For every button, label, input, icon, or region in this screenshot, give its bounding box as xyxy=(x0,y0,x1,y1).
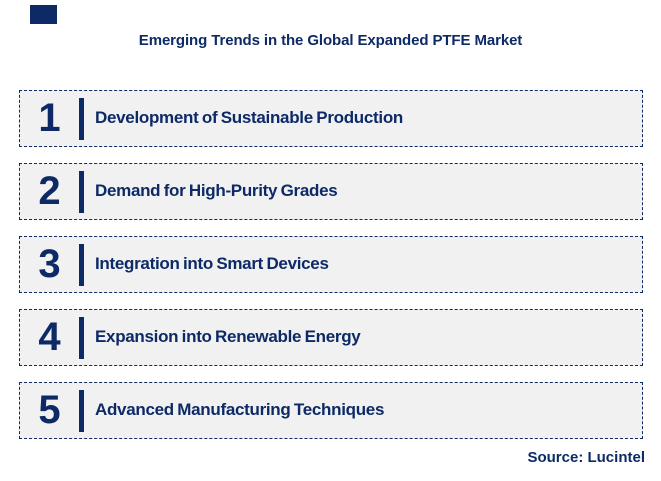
source-note: Source: Lucintel xyxy=(527,449,645,466)
divider-bar xyxy=(79,389,84,432)
brand-mark xyxy=(30,5,57,24)
trend-label: Integration into Smart Devices xyxy=(95,254,329,273)
trend-number: 2 xyxy=(38,168,61,213)
page-title: Emerging Trends in the Global Expanded P… xyxy=(138,32,523,49)
trend-row: 5 Advanced Manufacturing Techniques xyxy=(19,382,643,439)
trend-number: 4 xyxy=(38,314,61,359)
trend-label: Development of Sustainable Production xyxy=(95,108,403,127)
trend-number: 5 xyxy=(38,387,61,432)
trend-label: Advanced Manufacturing Techniques xyxy=(95,400,385,419)
trend-label: Expansion into Renewable Energy xyxy=(95,327,361,346)
trend-row: 2 Demand for High-Purity Grades xyxy=(19,163,643,220)
trend-label: Demand for High-Purity Grades xyxy=(95,181,338,200)
trend-row: 4 Expansion into Renewable Energy xyxy=(19,309,643,366)
trend-number: 1 xyxy=(38,95,61,140)
divider-bar xyxy=(79,170,84,213)
trend-row: 1 Development of Sustainable Production xyxy=(19,90,643,147)
divider-bar xyxy=(79,97,84,140)
divider-bar xyxy=(79,316,84,359)
trend-list: 1 Development of Sustainable Production 2 D… xyxy=(19,90,643,439)
divider-bar xyxy=(79,243,84,286)
trend-number: 3 xyxy=(38,241,61,286)
trend-row: 3 Integration into Smart Devices xyxy=(19,236,643,293)
